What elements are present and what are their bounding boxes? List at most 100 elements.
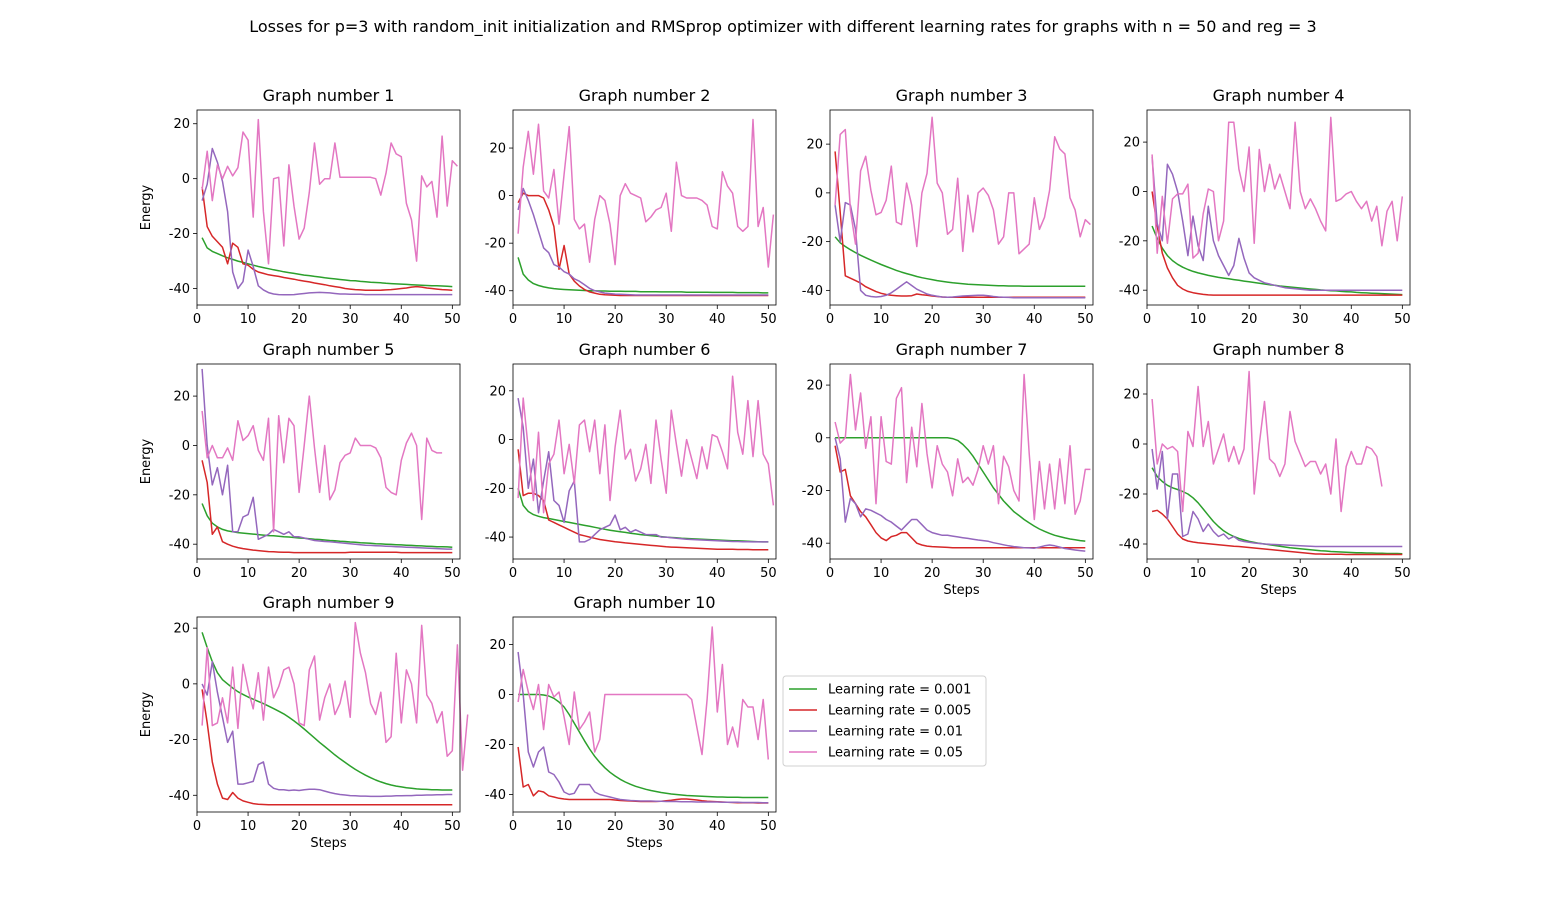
x-axis-label: Steps bbox=[626, 836, 663, 851]
y-tick-label: -40 bbox=[169, 282, 190, 297]
x-tick-label: 20 bbox=[291, 819, 308, 834]
y-tick-label: 20 bbox=[173, 117, 190, 132]
y-tick-label: -20 bbox=[485, 738, 506, 753]
x-tick-label: 50 bbox=[1394, 566, 1411, 581]
series-line-lr-0.01 bbox=[201, 147, 453, 296]
subplot-title: Graph number 4 bbox=[1213, 86, 1345, 105]
y-tick-label: -40 bbox=[485, 788, 506, 803]
series-line-lr-0.05 bbox=[517, 118, 775, 268]
x-tick-label: 0 bbox=[193, 819, 201, 834]
x-tick-label: 50 bbox=[444, 819, 461, 834]
series-line-lr-0.001 bbox=[201, 503, 453, 548]
axes-frame bbox=[196, 363, 461, 560]
x-tick-label: 50 bbox=[760, 819, 777, 834]
x-tick-label: 50 bbox=[1394, 312, 1411, 327]
y-tick-label: 20 bbox=[806, 138, 823, 153]
subplot-title: Graph number 5 bbox=[263, 340, 395, 359]
series-line-lr-0.05 bbox=[834, 373, 1091, 521]
x-tick-label: 30 bbox=[1292, 566, 1309, 581]
series-line-lr-0.005 bbox=[834, 445, 1086, 549]
axes-frame bbox=[1146, 109, 1411, 306]
y-tick-label: -40 bbox=[1119, 284, 1140, 299]
series-line-lr-0.01 bbox=[1151, 448, 1403, 548]
series-line-lr-0.01 bbox=[201, 368, 453, 550]
y-tick-label: -20 bbox=[485, 237, 506, 252]
x-tick-label: 40 bbox=[709, 312, 726, 327]
series-line-lr-0.05 bbox=[517, 375, 775, 514]
x-axis-label: Steps bbox=[1260, 583, 1297, 598]
x-tick-label: 20 bbox=[1241, 312, 1258, 327]
y-tick-label: 20 bbox=[1123, 388, 1140, 403]
x-tick-label: 20 bbox=[924, 566, 941, 581]
x-tick-label: 40 bbox=[393, 566, 410, 581]
y-tick-label: 20 bbox=[489, 638, 506, 653]
x-tick-label: 30 bbox=[975, 566, 992, 581]
x-tick-label: 10 bbox=[873, 566, 890, 581]
x-tick-label: 30 bbox=[658, 566, 675, 581]
y-axis-label: Energy bbox=[139, 438, 154, 484]
series-line-lr-0.005 bbox=[1151, 191, 1403, 296]
x-tick-label: 50 bbox=[760, 566, 777, 581]
x-tick-label: 30 bbox=[975, 312, 992, 327]
x-axis-label: Steps bbox=[943, 583, 980, 598]
subplot-title: Graph number 2 bbox=[579, 86, 711, 105]
y-tick-label: 0 bbox=[182, 172, 190, 187]
x-tick-label: 40 bbox=[1026, 566, 1043, 581]
series-line-lr-0.005 bbox=[1151, 509, 1403, 556]
x-tick-label: 10 bbox=[556, 819, 573, 834]
x-tick-label: 0 bbox=[1143, 312, 1151, 327]
legend-label: Learning rate = 0.005 bbox=[828, 704, 971, 719]
y-tick-label: -40 bbox=[169, 538, 190, 553]
x-tick-label: 10 bbox=[873, 312, 890, 327]
subplot-9: Graph number 90 10 20 30 40 50-40-20020StepsE… bbox=[139, 593, 469, 851]
figure-suptitle: Losses for p=3 with random_init initiali… bbox=[249, 17, 1316, 37]
axes-frame bbox=[829, 109, 1094, 306]
x-tick-label: 40 bbox=[709, 819, 726, 834]
y-tick-label: 20 bbox=[173, 622, 190, 637]
x-tick-label: 20 bbox=[291, 566, 308, 581]
x-tick-label: 30 bbox=[342, 312, 359, 327]
axes-frame bbox=[512, 109, 777, 306]
series-line-lr-0.05 bbox=[1151, 370, 1383, 513]
axes-frame bbox=[1146, 363, 1411, 560]
subplot-title: Graph number 3 bbox=[896, 86, 1028, 105]
series-line-lr-0.001 bbox=[835, 437, 1086, 542]
series-line-lr-0.05 bbox=[1151, 116, 1404, 259]
y-tick-label: -40 bbox=[485, 531, 506, 546]
legend-label: Learning rate = 0.001 bbox=[828, 683, 971, 698]
x-tick-label: 10 bbox=[240, 566, 257, 581]
x-tick-label: 20 bbox=[291, 312, 308, 327]
series-line-lr-0.01 bbox=[201, 660, 453, 798]
y-tick-label: -20 bbox=[802, 235, 823, 250]
x-tick-label: 20 bbox=[924, 312, 941, 327]
x-tick-label: 40 bbox=[1026, 312, 1043, 327]
x-tick-label: 50 bbox=[1077, 566, 1094, 581]
y-tick-label: -20 bbox=[169, 227, 190, 242]
x-tick-label: 0 bbox=[509, 566, 517, 581]
series-line-lr-0.001 bbox=[201, 632, 453, 791]
subplot-title: Graph number 10 bbox=[573, 593, 715, 612]
y-tick-label: -20 bbox=[802, 484, 823, 499]
axes-frame bbox=[829, 363, 1094, 560]
series-line-lr-0.001 bbox=[834, 236, 1086, 287]
x-axis-label: Steps bbox=[310, 836, 347, 851]
legend-frame bbox=[782, 675, 987, 767]
y-tick-label: 20 bbox=[489, 384, 506, 399]
series-line-lr-0.001 bbox=[517, 257, 769, 294]
x-tick-label: 40 bbox=[709, 566, 726, 581]
subplot-5: Graph number 5 0 10 20 30 40 50 -40 -20 0 20 Energy bbox=[139, 340, 461, 581]
x-tick-label: 0 bbox=[1143, 566, 1151, 581]
x-tick-label: 40 bbox=[393, 819, 410, 834]
series-line-lr-0.005 bbox=[517, 449, 769, 551]
x-tick-label: 0 bbox=[193, 312, 201, 327]
axes-frame bbox=[512, 363, 777, 560]
y-tick-label: 0 bbox=[815, 431, 823, 446]
x-tick-label: 20 bbox=[607, 566, 624, 581]
y-tick-label: 0 bbox=[182, 439, 190, 454]
x-tick-label: 0 bbox=[509, 819, 517, 834]
y-tick-label: -40 bbox=[485, 284, 506, 299]
